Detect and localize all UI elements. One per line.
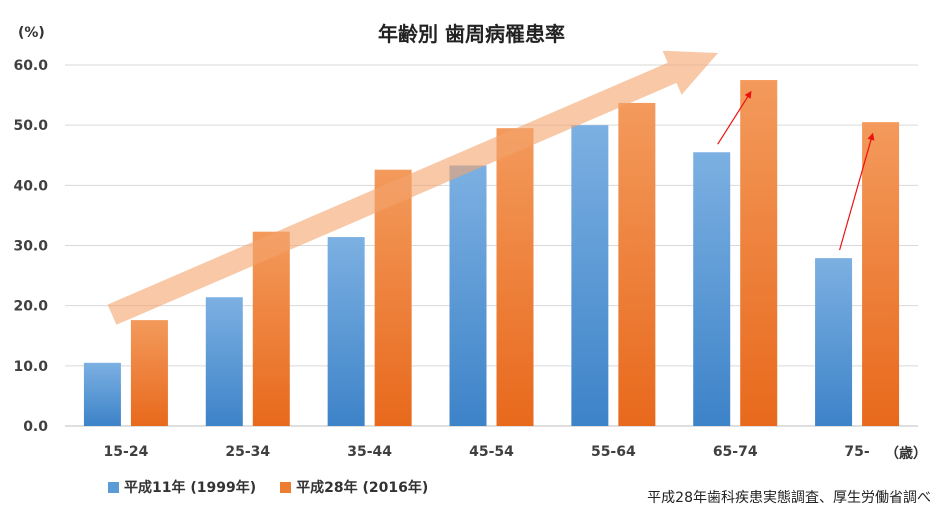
- bar-2016-75-: [862, 122, 900, 427]
- y-tick-labels: 0.0 10.0 20.0 30.0 40.0 50.0 60.0: [13, 58, 48, 435]
- x-tick-label: 75-: [844, 444, 869, 460]
- increase-arrow: [838, 132, 875, 251]
- bar-2016-25-34: [252, 231, 290, 426]
- bar-1999-45-54: [449, 165, 487, 426]
- legend-label-2016: 平成28年 (2016年): [296, 480, 429, 496]
- bar-1999-35-44: [327, 237, 365, 426]
- bar-2016-55-64: [618, 102, 656, 426]
- bar-2016-65-74: [740, 80, 778, 427]
- y-tick-label: 20.0: [13, 299, 48, 315]
- x-tick-label: 65-74: [713, 444, 758, 460]
- x-tick-label: 15-24: [104, 444, 149, 460]
- source-note: 平成28年歯科疾患実態調査、厚生労働省調べ: [647, 490, 931, 506]
- bar-1999-65-74: [693, 152, 731, 426]
- x-tick-label: 35-44: [347, 444, 392, 460]
- chart-title: 年齢別 歯周病罹患率: [378, 22, 565, 46]
- bar-1999-15-24: [83, 362, 121, 426]
- y-tick-label: 40.0: [13, 178, 48, 194]
- legend: 平成11年 (1999年) 平成28年 (2016年): [108, 477, 428, 497]
- x-axis-unit: （歳）: [885, 446, 927, 462]
- y-tick-label: 30.0: [13, 239, 48, 255]
- legend-swatch-2016: [280, 481, 292, 493]
- bar-1999-55-64: [571, 125, 609, 427]
- x-tick-label: 45-54: [469, 444, 514, 460]
- bar-2016-35-44: [374, 169, 412, 426]
- bars: [83, 80, 900, 427]
- y-axis-unit: (%): [18, 25, 45, 41]
- bar-2016-45-54: [496, 128, 534, 427]
- bar-2016-15-24: [130, 320, 168, 426]
- bar-1999-25-34: [205, 297, 243, 426]
- y-tick-label: 10.0: [13, 359, 48, 375]
- y-tick-label: 50.0: [13, 118, 48, 134]
- x-tick-label: 55-64: [591, 444, 636, 460]
- legend-item-1999: 平成11年 (1999年): [108, 477, 256, 497]
- x-tick-labels: 15-24 25-34 35-44 45-54 55-64 65-74 75-: [104, 444, 870, 460]
- y-tick-label: 60.0: [13, 58, 48, 74]
- legend-label-1999: 平成11年 (1999年): [124, 480, 257, 496]
- y-tick-label: 0.0: [23, 419, 48, 435]
- x-tick-label: 25-34: [225, 444, 270, 460]
- legend-swatch-1999: [108, 481, 119, 493]
- bar-1999-75-: [815, 258, 853, 426]
- grid-lines: [65, 64, 918, 427]
- legend-item-2016: 平成28年 (2016年): [280, 477, 428, 497]
- increase-arrow: [717, 90, 752, 145]
- annotation-arrows: [107, 50, 875, 325]
- trend-arrow: [107, 50, 719, 325]
